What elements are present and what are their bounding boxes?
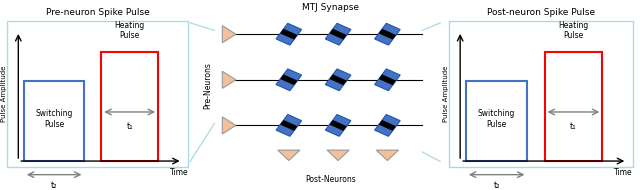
Bar [545, 52, 602, 161]
Bar [276, 115, 301, 136]
Text: Switching
Pulse: Switching Pulse [478, 109, 515, 129]
Polygon shape [222, 26, 236, 43]
Text: Time: Time [614, 168, 633, 177]
Text: t₂: t₂ [493, 181, 500, 190]
Text: Heating
Pulse: Heating Pulse [115, 21, 145, 40]
Text: Heating
Pulse: Heating Pulse [558, 21, 589, 40]
Bar [101, 52, 158, 161]
Text: t₁: t₁ [126, 123, 133, 131]
Text: t₁: t₁ [570, 123, 577, 131]
Polygon shape [327, 150, 349, 161]
Bar [466, 81, 527, 161]
Bar [379, 120, 396, 131]
Text: Pre-neuron Spike Pulse: Pre-neuron Spike Pulse [45, 8, 150, 17]
Bar [449, 21, 633, 167]
Bar [330, 29, 347, 40]
Text: Post-Neurons: Post-Neurons [305, 175, 356, 184]
Polygon shape [222, 71, 236, 88]
Text: Time: Time [170, 168, 188, 177]
Polygon shape [376, 150, 399, 161]
Bar [276, 23, 301, 45]
Bar [374, 69, 400, 91]
Text: MTJ Synapse: MTJ Synapse [302, 3, 359, 12]
Bar [7, 21, 188, 167]
Bar [374, 115, 400, 136]
Bar [280, 120, 298, 131]
Text: Pre-Neurons: Pre-Neurons [203, 62, 212, 109]
Polygon shape [222, 117, 236, 134]
Bar [325, 23, 351, 45]
Text: Pulse Amplitude: Pulse Amplitude [443, 66, 449, 122]
Bar [374, 23, 400, 45]
Bar [325, 115, 351, 136]
Bar [379, 29, 396, 40]
Bar [280, 29, 298, 40]
Text: Post-neuron Spike Pulse: Post-neuron Spike Pulse [487, 8, 595, 17]
Text: Switching
Pulse: Switching Pulse [35, 109, 73, 129]
Bar [24, 81, 84, 161]
Polygon shape [278, 150, 300, 161]
Bar [280, 74, 298, 85]
Bar [330, 120, 347, 131]
Bar [379, 74, 396, 85]
Bar [325, 69, 351, 91]
Text: Pulse Amplitude: Pulse Amplitude [1, 66, 7, 122]
Text: t₂: t₂ [51, 181, 58, 190]
Bar [276, 69, 301, 91]
Bar [330, 74, 347, 85]
